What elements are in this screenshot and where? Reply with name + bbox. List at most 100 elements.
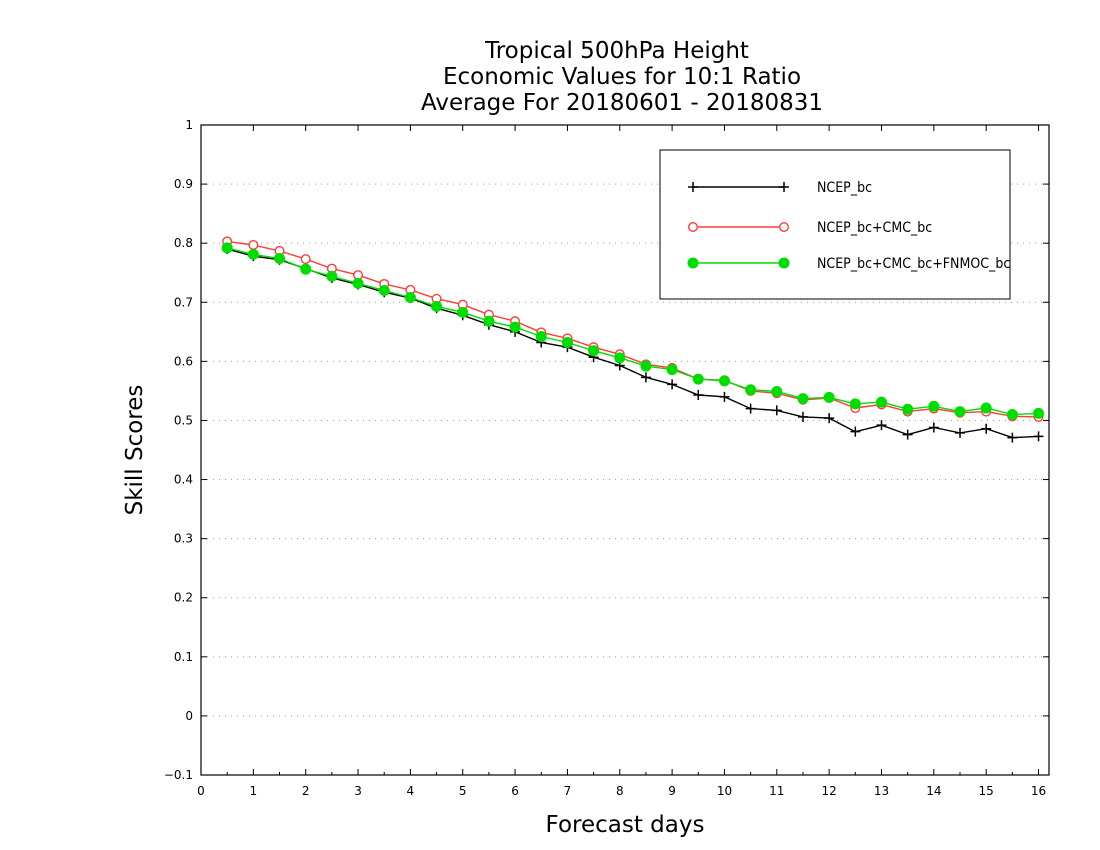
y-tick-label: 0.1 — [174, 650, 193, 664]
legend-marker — [778, 257, 790, 269]
legend-marker — [688, 221, 699, 232]
data-point — [352, 277, 364, 289]
data-point — [457, 306, 469, 318]
data-point — [771, 405, 782, 416]
data-point — [823, 391, 835, 403]
data-point — [1033, 407, 1045, 419]
data-point — [300, 263, 312, 275]
data-point — [850, 426, 861, 437]
x-axis-label: Forecast days — [546, 812, 705, 838]
data-point — [981, 423, 992, 434]
data-point — [928, 400, 940, 412]
y-tick-label: 0.6 — [174, 354, 193, 368]
data-point — [614, 352, 626, 364]
y-tick-label: 0.7 — [174, 295, 193, 309]
y-tick-label: 0.3 — [174, 532, 193, 546]
legend-marker — [688, 182, 698, 192]
data-point — [980, 402, 992, 414]
data-point — [248, 239, 259, 250]
data-point — [378, 284, 390, 296]
legend-entry: NCEP_bc+CMC_bc+FNMOC_bc — [687, 256, 1010, 272]
title-line-1: Tropical 500hPa Height — [484, 38, 749, 64]
data-point — [692, 373, 704, 385]
y-tick-label: 0.9 — [174, 177, 193, 191]
axis-ticks: −0.100.10.20.30.40.50.60.70.80.910 1 2 3 4 5 6… — [164, 118, 1049, 798]
x-tick-label: 8 — [616, 784, 624, 798]
data-point — [326, 270, 338, 282]
legend: NCEP_bc NCEP_bc+CMC_bc NCEP_bc+CMC_bc+FNMO… — [659, 149, 1011, 300]
data-point — [797, 393, 809, 405]
y-tick-label: 0.4 — [174, 473, 193, 487]
title-line-2: Economic Values for 10:1 Ratio — [443, 64, 801, 90]
x-tick-label: 2 — [302, 784, 310, 798]
data-point — [1007, 432, 1018, 443]
x-tick-label: 7 — [564, 784, 572, 798]
data-point — [431, 300, 443, 312]
data-point — [954, 406, 966, 418]
data-point — [667, 379, 678, 390]
data-point — [509, 321, 521, 333]
legend-label: NCEP_bc+CMC_bc+FNMOC_bc — [817, 256, 1010, 272]
x-tick-label: 12 — [822, 784, 837, 798]
data-point — [955, 427, 966, 438]
chart-title: Tropical 500hPa Height Economic Values f… — [421, 38, 823, 116]
data-point — [849, 398, 861, 410]
plot-frame — [200, 124, 1050, 776]
x-tick-label: 3 — [354, 784, 362, 798]
data-point — [797, 411, 808, 422]
x-tick-label: 11 — [769, 784, 784, 798]
data-point — [404, 292, 416, 304]
x-tick-label: 15 — [979, 784, 994, 798]
data-point — [666, 364, 678, 376]
data-point — [771, 386, 783, 397]
y-axis-label: Skill Scores — [122, 385, 148, 516]
x-tick-label: 9 — [668, 784, 676, 798]
y-tick-label: 0.8 — [174, 236, 193, 250]
data-point — [875, 396, 887, 408]
y-tick-label: −0.1 — [164, 768, 193, 782]
legend-marker — [687, 257, 699, 269]
data-point — [902, 429, 913, 440]
data-point — [640, 360, 652, 372]
legend-entry: NCEP_bc — [688, 180, 872, 196]
data-point — [718, 375, 730, 387]
data-point — [300, 254, 311, 265]
y-tick-label: 0 — [185, 709, 193, 723]
legend-label: NCEP_bc+CMC_bc — [817, 220, 932, 236]
legend-box — [659, 149, 1011, 300]
y-tick-label: 0.5 — [174, 413, 193, 427]
x-tick-label: 14 — [926, 784, 941, 798]
x-tick-label: 5 — [459, 784, 467, 798]
data-point — [719, 391, 730, 402]
data-point — [535, 331, 547, 343]
x-tick-label: 13 — [874, 784, 889, 798]
data-point — [561, 336, 573, 348]
data-point — [824, 413, 835, 424]
legend-label: NCEP_bc — [817, 180, 872, 196]
legend-entry: NCEP_bc+CMC_bc — [688, 220, 932, 236]
data-point — [928, 422, 939, 433]
x-tick-label: 0 — [197, 784, 205, 798]
data-point — [640, 372, 651, 383]
x-tick-label: 10 — [717, 784, 732, 798]
y-tick-label: 1 — [185, 118, 193, 132]
legend-marker — [779, 221, 790, 232]
x-tick-label: 6 — [511, 784, 519, 798]
title-line-3: Average For 20180601 - 20180831 — [421, 90, 823, 116]
data-point — [1006, 409, 1018, 421]
x-tick-label: 16 — [1031, 784, 1046, 798]
data-point — [902, 403, 914, 415]
data-point — [247, 248, 259, 260]
data-point — [745, 403, 756, 414]
x-tick-label: 4 — [407, 784, 415, 798]
data-point — [745, 384, 757, 396]
series-3 — [221, 242, 1045, 421]
data-point — [274, 253, 286, 265]
x-tick-label: 1 — [250, 784, 258, 798]
data-point — [1033, 431, 1044, 442]
data-point — [483, 315, 495, 327]
y-tick-label: 0.2 — [174, 591, 193, 605]
data-point — [588, 345, 600, 357]
data-point — [876, 420, 887, 431]
